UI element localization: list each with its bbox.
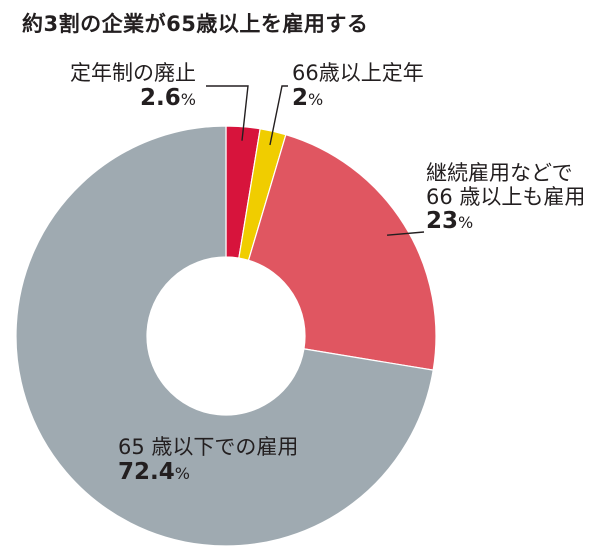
chart-title: 約3割の企業が65歳以上を雇用する: [22, 12, 369, 36]
slice-value-66-retire: 2: [292, 84, 309, 111]
slice-unit-66-retire: %: [308, 89, 324, 109]
slice-name-continued-1: 継続雇用などで: [426, 161, 573, 185]
leader-line-abolish: [206, 85, 249, 141]
slice-name-abolish: 定年制の廃止: [70, 61, 196, 85]
slice-unit-continued: %: [458, 213, 474, 233]
leader-line-continued: [386, 231, 425, 236]
slice-value-continued: 23: [426, 208, 459, 235]
slice-label-abolish: 定年制の廃止 2.6%: [46, 61, 196, 111]
slice-continued: [247, 133, 437, 371]
slice-value-abolish: 2.6: [140, 84, 181, 111]
slice-name-65-under: 65 歳以下での雇用: [118, 435, 299, 459]
slice-name-66-retire: 66歳以上定年: [292, 61, 424, 85]
slice-value-65-under: 72.4: [118, 458, 175, 485]
slice-unit-abolish: %: [180, 89, 196, 109]
slice-65-under: [15, 125, 434, 547]
slice-name-continued-2: 66 歳以上も雇用: [426, 184, 586, 209]
leader-line-66-retire: [269, 85, 288, 146]
slice-unit-65-under: %: [174, 463, 190, 483]
slice-label-continued: 継続雇用などで 66 歳以上も雇用 23%: [426, 161, 586, 235]
slice-label-66-retire: 66歳以上定年 2%: [292, 61, 424, 111]
slice-label-65-under: 65 歳以下での雇用 72.4%: [118, 435, 299, 485]
